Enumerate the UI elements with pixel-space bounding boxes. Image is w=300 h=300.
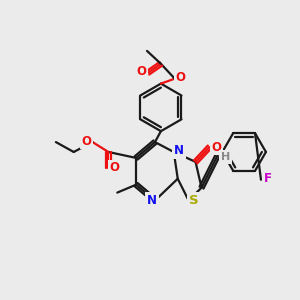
Text: N: N xyxy=(174,145,184,158)
Text: O: O xyxy=(136,65,146,78)
Text: O: O xyxy=(109,161,119,174)
Text: S: S xyxy=(189,194,198,207)
Text: O: O xyxy=(212,140,221,154)
Text: O: O xyxy=(82,135,92,148)
Text: N: N xyxy=(147,194,157,207)
Text: O: O xyxy=(176,71,186,84)
Text: H: H xyxy=(221,152,230,162)
Text: F: F xyxy=(264,172,272,185)
